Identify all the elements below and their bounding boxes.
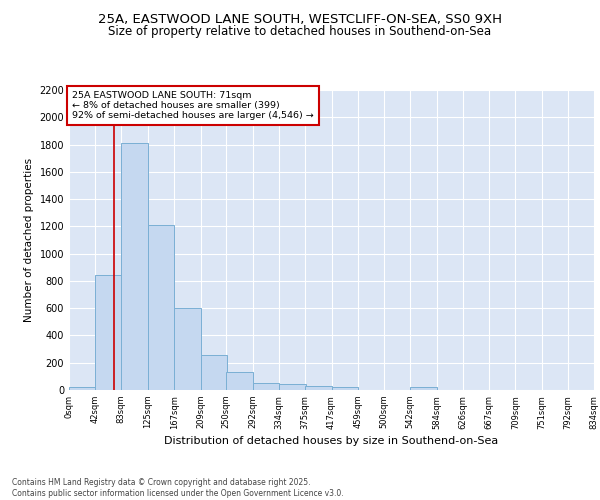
Text: Contains HM Land Registry data © Crown copyright and database right 2025.
Contai: Contains HM Land Registry data © Crown c… [12, 478, 344, 498]
Bar [200, 355, 227, 390]
Bar [305, 386, 331, 390]
Text: 25A, EASTWOOD LANE SOUTH, WESTCLIFF-ON-SEA, SS0 9XH: 25A, EASTWOOD LANE SOUTH, WESTCLIFF-ON-S… [98, 12, 502, 26]
Bar [148, 225, 174, 390]
Bar [121, 143, 148, 390]
Bar [95, 276, 122, 390]
Bar [174, 308, 200, 390]
Text: 25A EASTWOOD LANE SOUTH: 71sqm
← 8% of detached houses are smaller (399)
92% of : 25A EASTWOOD LANE SOUTH: 71sqm ← 8% of d… [72, 90, 314, 120]
Bar [69, 386, 95, 390]
Text: Size of property relative to detached houses in Southend-on-Sea: Size of property relative to detached ho… [109, 25, 491, 38]
X-axis label: Distribution of detached houses by size in Southend-on-Sea: Distribution of detached houses by size … [164, 436, 499, 446]
Bar [253, 382, 279, 390]
Bar [410, 388, 437, 390]
Y-axis label: Number of detached properties: Number of detached properties [24, 158, 34, 322]
Bar [226, 372, 253, 390]
Bar [331, 388, 358, 390]
Bar [279, 384, 305, 390]
